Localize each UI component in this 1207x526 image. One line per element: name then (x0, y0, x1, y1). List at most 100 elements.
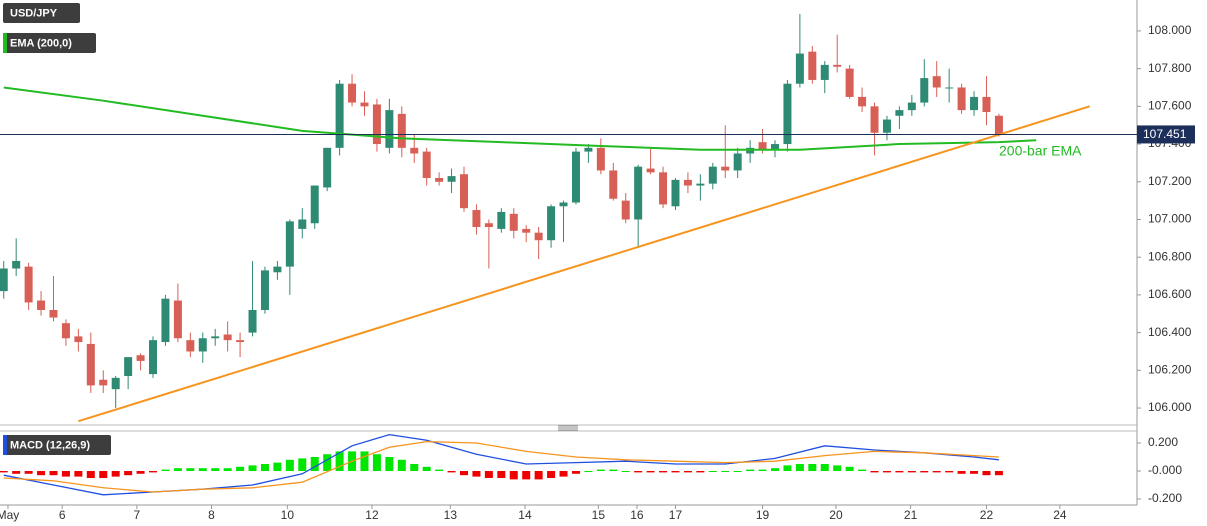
candle-body (858, 96, 867, 107)
candle-body (534, 232, 543, 241)
histogram-bar (758, 469, 767, 471)
histogram-bar (273, 462, 282, 471)
histogram-bar (86, 470, 95, 478)
y-tick-label: 106.800 (1148, 249, 1192, 263)
candle-body (795, 53, 804, 84)
candle-body (447, 176, 456, 182)
candle-body (260, 270, 269, 310)
histogram-bar (534, 470, 543, 480)
candle-body (435, 177, 444, 182)
legend-swatch (3, 33, 7, 53)
candle-body (957, 87, 966, 111)
y-tick-label: -0.200 (1148, 491, 1182, 505)
pane-grip[interactable] (558, 425, 578, 431)
candle-body (808, 51, 817, 80)
candle-body (248, 309, 257, 333)
histogram-bar (211, 468, 220, 471)
candle-body (223, 334, 232, 341)
histogram-bar (820, 464, 829, 471)
candle-body (335, 83, 344, 148)
candle-body (422, 151, 431, 178)
histogram-bar (161, 469, 170, 471)
candle-body (24, 266, 33, 303)
histogram-bar (298, 458, 307, 471)
ema-line (3, 86, 1037, 151)
candle-body (845, 68, 854, 97)
histogram-bar (708, 470, 717, 472)
candle-body (982, 96, 991, 113)
candle-body (571, 151, 580, 203)
candle-body (920, 78, 929, 103)
histogram-bar (136, 470, 145, 474)
histogram-bar (447, 470, 456, 473)
candle-body (161, 298, 170, 343)
histogram-bar (771, 468, 780, 471)
last-price-label: 107.451 (1143, 127, 1187, 141)
candle-body (721, 166, 730, 171)
legend-box (3, 435, 111, 455)
histogram-bar (746, 469, 755, 471)
y-tick-label: 106.200 (1148, 362, 1192, 376)
x-tick-label: 24 (1053, 508, 1067, 522)
histogram-bar (858, 469, 867, 471)
histogram-bar (659, 470, 668, 473)
candle-body (733, 153, 742, 171)
histogram-bar (721, 470, 730, 472)
x-tick-label: 19 (756, 508, 770, 522)
histogram-bar (285, 459, 294, 471)
candle-body (484, 223, 493, 228)
candle-body (460, 174, 469, 209)
candle-body (124, 357, 133, 376)
candle-body (945, 87, 954, 89)
candle-body (895, 110, 904, 116)
histogram-bar (733, 470, 742, 472)
histogram-bar (845, 466, 854, 471)
x-tick-label: May (0, 508, 19, 522)
signal-line (3, 440, 999, 493)
candle-body (708, 166, 717, 184)
histogram-bar (372, 454, 381, 471)
histogram-bar (808, 464, 817, 471)
x-tick-label: 8 (208, 508, 215, 522)
x-tick-label: 13 (444, 508, 458, 522)
histogram-bar (460, 470, 469, 476)
candle-body (385, 110, 394, 148)
candle-body (771, 144, 780, 150)
histogram-bar (970, 470, 979, 474)
x-tick-label: 16 (630, 508, 644, 522)
y-tick-label: 106.400 (1148, 325, 1192, 339)
histogram-bar (99, 470, 108, 478)
candle-body (870, 106, 879, 133)
candle-body (397, 113, 406, 148)
y-tick-label: 107.000 (1148, 212, 1192, 226)
histogram-bar (994, 470, 1003, 476)
candle-body (559, 202, 568, 207)
candle-body (149, 340, 158, 375)
candle-body (820, 64, 829, 80)
histogram-bar (385, 457, 394, 471)
y-tick-label: -0.000 (1148, 463, 1182, 477)
histogram-bar (484, 470, 493, 478)
histogram-bar (435, 469, 444, 471)
last-price-box (1137, 125, 1195, 144)
candle-body (410, 147, 419, 154)
histogram-bar (646, 470, 655, 473)
candle-body (509, 213, 518, 231)
histogram-bar (0, 470, 8, 473)
y-tick-label: 106.600 (1148, 287, 1192, 301)
x-tick-label: 7 (133, 508, 140, 522)
histogram-bar (149, 470, 158, 473)
histogram-bar (198, 468, 207, 471)
histogram-bar (37, 470, 46, 476)
candle-body (584, 147, 593, 152)
histogram-bar (24, 470, 33, 474)
candle-body (49, 309, 58, 318)
candle-body (783, 83, 792, 145)
candle-body (646, 168, 655, 173)
candle-body (298, 219, 307, 229)
candle-body (99, 379, 108, 386)
y-tick-label: 107.600 (1148, 99, 1192, 113)
candle-body (37, 300, 46, 310)
histogram-bar (634, 470, 643, 473)
